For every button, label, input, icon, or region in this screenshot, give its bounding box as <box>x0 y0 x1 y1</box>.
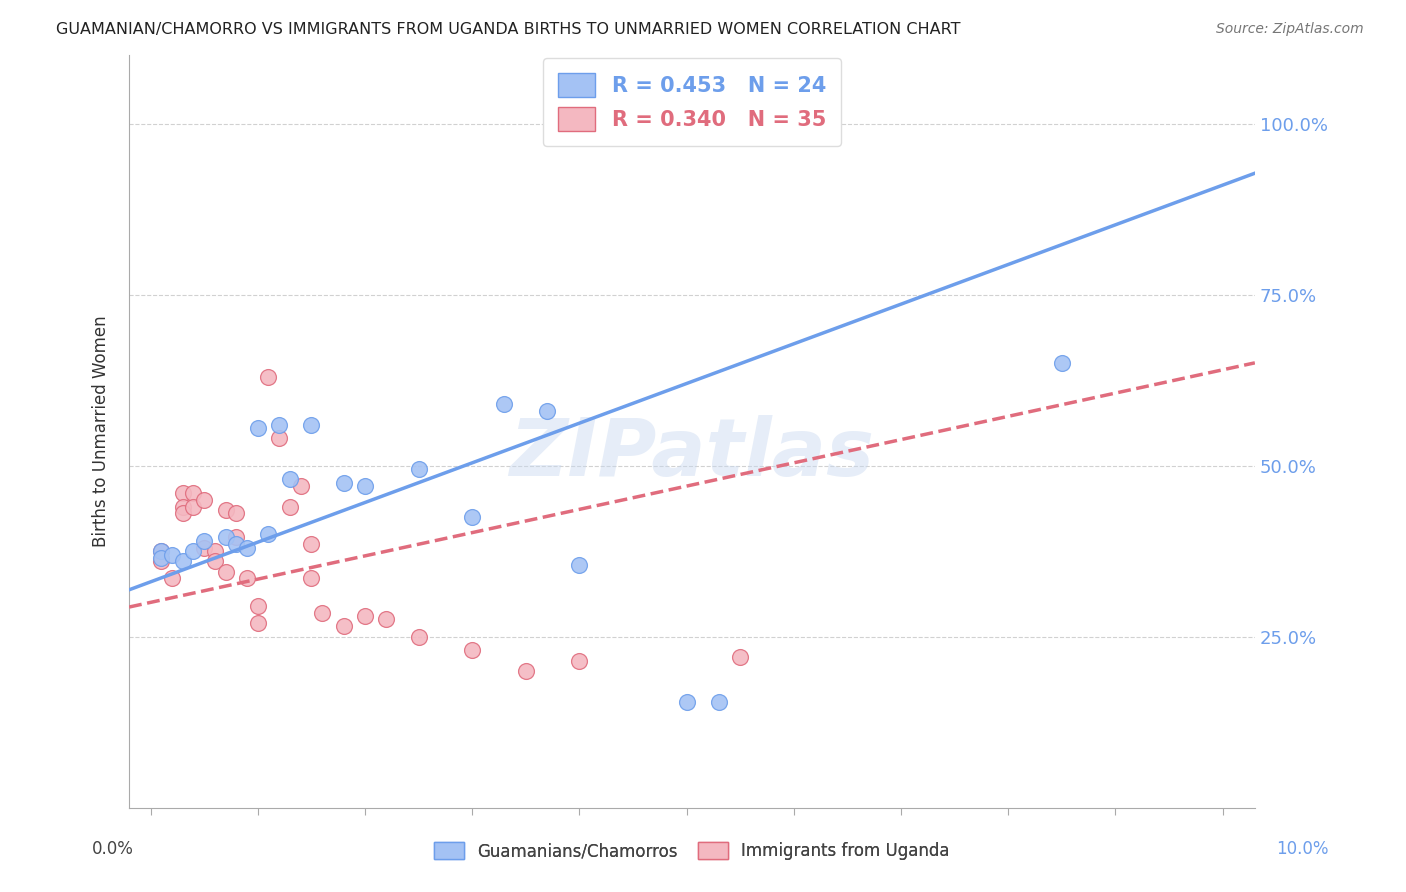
Point <box>332 475 354 490</box>
Point <box>461 643 484 657</box>
Point <box>783 123 806 137</box>
Point <box>568 654 591 668</box>
Point <box>257 527 280 541</box>
Point <box>183 544 205 558</box>
Point <box>225 530 247 544</box>
Point <box>332 619 354 633</box>
Point <box>461 509 484 524</box>
Point <box>204 554 226 568</box>
Text: GUAMANIAN/CHAMORRO VS IMMIGRANTS FROM UGANDA BIRTHS TO UNMARRIED WOMEN CORRELATI: GUAMANIAN/CHAMORRO VS IMMIGRANTS FROM UG… <box>56 22 960 37</box>
Point <box>246 421 269 435</box>
Point <box>354 609 377 624</box>
Point <box>269 417 291 432</box>
Point <box>278 500 301 514</box>
Point <box>183 500 205 514</box>
Point <box>225 507 247 521</box>
Point <box>728 650 751 665</box>
Point <box>172 500 194 514</box>
Point <box>1050 356 1073 370</box>
Point <box>193 541 215 555</box>
Point <box>257 369 280 384</box>
Text: 10.0%: 10.0% <box>1277 840 1329 858</box>
Point <box>311 606 333 620</box>
Point <box>494 397 516 411</box>
Point <box>150 544 173 558</box>
Point <box>214 530 236 544</box>
Point <box>408 630 430 644</box>
Point <box>290 479 312 493</box>
Point <box>150 544 173 558</box>
Point <box>214 565 236 579</box>
Point <box>568 558 591 572</box>
Point <box>193 533 215 548</box>
Legend: Guamanians/Chamorros, Immigrants from Uganda: Guamanians/Chamorros, Immigrants from Ug… <box>427 836 956 867</box>
Point <box>408 462 430 476</box>
Point <box>160 548 183 562</box>
Point <box>204 544 226 558</box>
Point <box>299 571 322 585</box>
Y-axis label: Births to Unmarried Women: Births to Unmarried Women <box>93 316 110 547</box>
Point <box>246 615 269 630</box>
Point <box>269 431 291 445</box>
Point <box>299 417 322 432</box>
Text: 0.0%: 0.0% <box>91 840 134 858</box>
Point <box>246 599 269 613</box>
Point <box>536 404 558 418</box>
Point <box>160 571 183 585</box>
Point <box>172 554 194 568</box>
Point <box>225 537 247 551</box>
Point <box>236 571 259 585</box>
Point <box>193 492 215 507</box>
Point <box>299 537 322 551</box>
Point <box>150 554 173 568</box>
Point <box>675 695 697 709</box>
Point <box>515 664 537 678</box>
Point <box>183 486 205 500</box>
Text: Source: ZipAtlas.com: Source: ZipAtlas.com <box>1216 22 1364 37</box>
Point <box>707 695 730 709</box>
Point <box>172 507 194 521</box>
Point <box>236 541 259 555</box>
Point <box>375 613 398 627</box>
Point <box>354 479 377 493</box>
Text: ZIPatlas: ZIPatlas <box>509 415 875 493</box>
Point <box>278 472 301 486</box>
Point <box>150 550 173 565</box>
Point <box>172 486 194 500</box>
Point <box>214 503 236 517</box>
